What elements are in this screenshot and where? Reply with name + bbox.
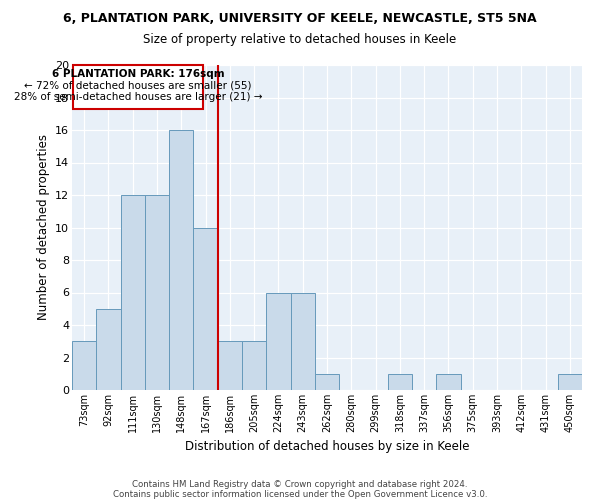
Bar <box>315 374 339 390</box>
Bar <box>436 374 461 390</box>
Bar <box>266 292 290 390</box>
Bar <box>96 308 121 390</box>
Bar <box>218 341 242 390</box>
Text: ← 72% of detached houses are smaller (55): ← 72% of detached houses are smaller (55… <box>25 80 252 90</box>
Bar <box>193 228 218 390</box>
Bar <box>72 341 96 390</box>
Text: Contains public sector information licensed under the Open Government Licence v3: Contains public sector information licen… <box>113 490 487 499</box>
Bar <box>290 292 315 390</box>
Bar <box>388 374 412 390</box>
Text: 6 PLANTATION PARK: 176sqm: 6 PLANTATION PARK: 176sqm <box>52 69 224 79</box>
Bar <box>121 195 145 390</box>
Bar <box>558 374 582 390</box>
Text: 28% of semi-detached houses are larger (21) →: 28% of semi-detached houses are larger (… <box>14 92 262 102</box>
Bar <box>169 130 193 390</box>
Text: Size of property relative to detached houses in Keele: Size of property relative to detached ho… <box>143 32 457 46</box>
Bar <box>145 195 169 390</box>
X-axis label: Distribution of detached houses by size in Keele: Distribution of detached houses by size … <box>185 440 469 454</box>
Y-axis label: Number of detached properties: Number of detached properties <box>37 134 50 320</box>
Text: Contains HM Land Registry data © Crown copyright and database right 2024.: Contains HM Land Registry data © Crown c… <box>132 480 468 489</box>
FancyBboxPatch shape <box>73 65 203 109</box>
Text: 6, PLANTATION PARK, UNIVERSITY OF KEELE, NEWCASTLE, ST5 5NA: 6, PLANTATION PARK, UNIVERSITY OF KEELE,… <box>63 12 537 26</box>
Bar <box>242 341 266 390</box>
